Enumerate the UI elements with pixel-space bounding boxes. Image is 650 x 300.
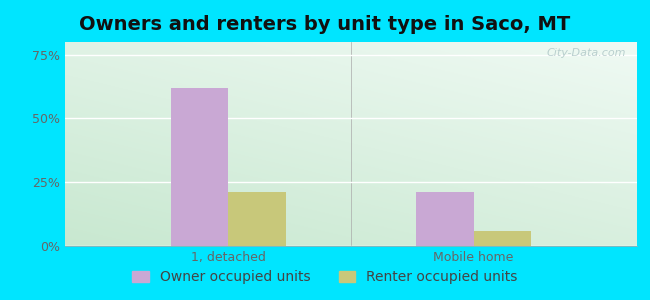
- Bar: [228, 193, 285, 246]
- Legend: Owner occupied units, Renter occupied units: Owner occupied units, Renter occupied un…: [127, 265, 523, 290]
- Bar: [474, 231, 531, 246]
- Bar: [417, 193, 474, 246]
- Text: Owners and renters by unit type in Saco, MT: Owners and renters by unit type in Saco,…: [79, 15, 571, 34]
- Bar: [171, 88, 228, 246]
- Text: City-Data.com: City-Data.com: [546, 48, 625, 58]
